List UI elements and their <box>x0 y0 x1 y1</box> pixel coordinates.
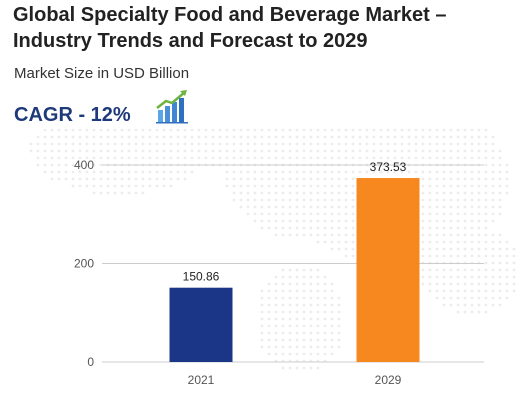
data-label-2021: 150.86 <box>183 270 220 284</box>
cagr-label: CAGR - 12% <box>14 104 131 126</box>
y-tick-label: 400 <box>74 158 94 172</box>
y-tick-label: 0 <box>87 355 94 369</box>
bar-2021 <box>169 287 233 362</box>
chart-subtitle: Market Size in USD Billion <box>14 65 190 82</box>
chart-title: Global Specialty Food and Beverage Marke… <box>13 4 447 52</box>
x-tick-label-2029: 2029 <box>375 373 402 387</box>
chart-gridlines <box>102 164 484 363</box>
growth-bar-chart-icon <box>156 90 188 124</box>
bar-2029 <box>356 178 420 362</box>
y-tick-label: 200 <box>74 257 94 271</box>
chart-bars <box>169 178 420 362</box>
x-tick-label-2021: 2021 <box>188 373 215 387</box>
data-label-2029: 373.53 <box>370 160 407 174</box>
chart-labels: 0 200 400 150.86 2021 373.53 2029 <box>74 158 407 387</box>
